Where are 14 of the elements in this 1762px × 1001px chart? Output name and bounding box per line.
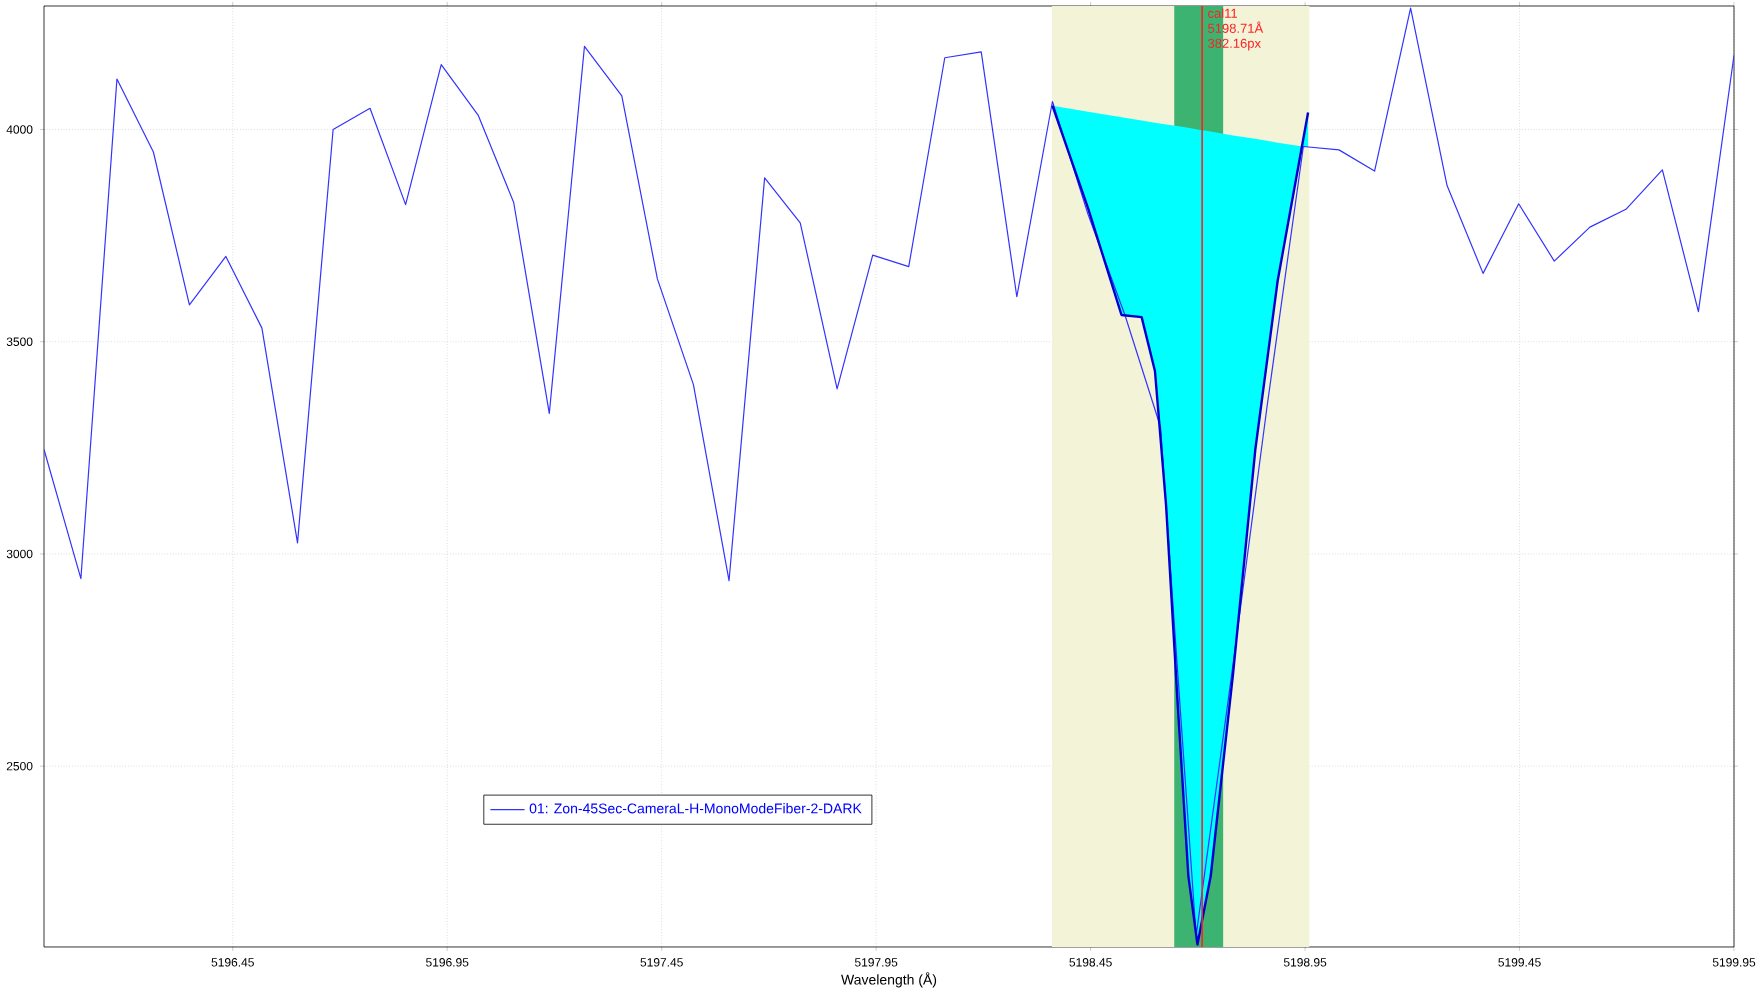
x-axis-title: Wavelength (Å): [841, 972, 937, 988]
legend-label: 01: Zon-45Sec-CameraL-H-MonoModeFiber-2-DARK: [529, 803, 862, 814]
y-tick-label: 2500: [6, 761, 33, 771]
y-tick-label: 3000: [6, 549, 33, 559]
x-tick-label: 5199.45: [1498, 958, 1541, 967]
y-tick-label: 3500: [6, 337, 33, 346]
x-tick-label: 5197.45: [640, 958, 683, 967]
x-tick-label: 5197.95: [854, 958, 898, 967]
x-tick-label: 5196.95: [425, 958, 469, 967]
x-tick-label: 5198.95: [1283, 958, 1327, 967]
y-tick-label: 4000: [6, 125, 33, 134]
x-tick-label: 5198.45: [1069, 958, 1112, 967]
x-tick-label: 5196.45: [211, 958, 254, 967]
x-tick-label: 5199.95: [1712, 958, 1756, 967]
